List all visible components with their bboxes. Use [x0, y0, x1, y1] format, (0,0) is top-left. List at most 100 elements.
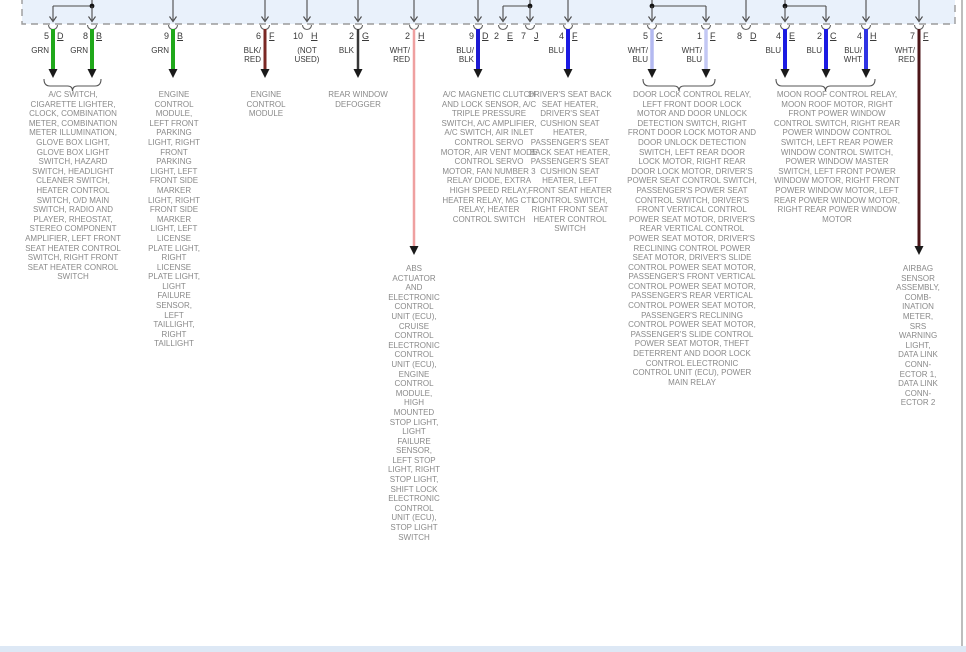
- terminal-arc-icon: [47, 24, 59, 31]
- pin-number: 8: [736, 31, 742, 41]
- arrow-down-icon: [526, 16, 534, 23]
- pin-letter-link[interactable]: F: [923, 31, 929, 41]
- terminal-arc-icon: [562, 24, 574, 31]
- component-list: AIRBAG SENSOR ASSEMBLY, COMB-INATION MET…: [896, 264, 940, 408]
- terminal-arc-icon: [301, 24, 313, 31]
- pin-number: 4: [856, 31, 862, 41]
- wire-color-label: (NOT USED): [294, 46, 320, 64]
- arrow-down-icon: [49, 16, 57, 23]
- pin-number: 10: [292, 31, 303, 41]
- pin-letter-link[interactable]: B: [96, 31, 103, 41]
- wire-color-label: GRN: [31, 46, 49, 55]
- terminal-arc-icon: [779, 24, 791, 31]
- arrow-down-icon: [742, 16, 750, 23]
- group-brace-icon: [775, 78, 876, 92]
- wire-arrowhead-icon: [473, 69, 483, 78]
- pin-letter-link[interactable]: H: [311, 31, 318, 41]
- terminal-arc-icon: [913, 24, 925, 31]
- wire-color-label: WHT/ BLU: [681, 46, 702, 64]
- pin-number: 4: [775, 31, 781, 41]
- wire-arrowhead-icon: [48, 69, 58, 78]
- terminal-arc-icon: [820, 24, 832, 31]
- pin-letter-link[interactable]: F: [572, 31, 578, 41]
- pin-letter-link[interactable]: J: [534, 31, 539, 41]
- terminal-arc-icon: [497, 24, 509, 31]
- component-list: ENGINE CONTROL MODULE: [246, 90, 286, 119]
- component-list: DOOR LOCK CONTROL RELAY, LEFT FRONT DOOR…: [627, 90, 757, 387]
- wire-color-label: WHT/ BLU: [627, 46, 648, 64]
- arrow-down-icon: [303, 16, 311, 23]
- pin-number: 5: [43, 31, 49, 41]
- wire-color-label: BLU: [765, 46, 781, 55]
- pin-letter-link[interactable]: H: [418, 31, 425, 41]
- pin-letter-link[interactable]: B: [177, 31, 184, 41]
- arrow-down-icon: [88, 16, 96, 23]
- arrow-down-icon: [564, 16, 572, 23]
- pin-number: 8: [82, 31, 88, 41]
- wire-arrowhead-icon: [914, 246, 924, 255]
- wire-arrowhead-icon: [168, 69, 178, 78]
- pin-letter-link[interactable]: F: [710, 31, 716, 41]
- terminal-arc-icon: [167, 24, 179, 31]
- pin-number: 6: [255, 31, 261, 41]
- terminal-arc-icon: [740, 24, 752, 31]
- pin-number: 2: [348, 31, 354, 41]
- pin-number: 2: [493, 31, 499, 41]
- pin-letter-link[interactable]: D: [482, 31, 489, 41]
- wire-arrowhead-icon: [563, 69, 573, 78]
- wire-arrowhead-icon: [780, 69, 790, 78]
- pin-letter-link[interactable]: E: [507, 31, 514, 41]
- wire-arrowhead-icon: [87, 69, 97, 78]
- wire-color-label: GRN: [70, 46, 88, 55]
- wire-color-label: BLU: [548, 46, 564, 55]
- pin-letter-link[interactable]: C: [656, 31, 663, 41]
- pin-number: 9: [468, 31, 474, 41]
- terminal-arc-icon: [524, 24, 536, 31]
- pin-letter-link[interactable]: C: [830, 31, 837, 41]
- terminal-arc-icon: [700, 24, 712, 31]
- pin-number: 2: [816, 31, 822, 41]
- pin-number: 2: [404, 31, 410, 41]
- wire-arrowhead-icon: [861, 69, 871, 78]
- component-list: A/C SWITCH, CIGARETTE LIGHTER, CLOCK, CO…: [25, 90, 121, 282]
- pin-letter-link[interactable]: F: [269, 31, 275, 41]
- wire-arrowhead-icon: [260, 69, 270, 78]
- pin-letter-link[interactable]: D: [57, 31, 64, 41]
- group-brace-icon: [43, 78, 102, 92]
- wire-arrowhead-icon: [821, 69, 831, 78]
- terminal-arc-icon: [646, 24, 658, 31]
- horizontal-scrollbar-track[interactable]: [0, 646, 966, 652]
- pin-letter-link[interactable]: D: [750, 31, 757, 41]
- scrollbar-track[interactable]: [961, 0, 963, 652]
- component-list: ABS ACTUATOR AND ELECTRONIC CONTROL UNIT…: [387, 264, 440, 542]
- arrow-down-icon: [702, 16, 710, 23]
- wire-color-label: GRN: [151, 46, 169, 55]
- arrow-down-icon: [261, 16, 269, 23]
- arrow-down-icon: [169, 16, 177, 23]
- component-list: MOON ROOF CONTROL RELAY, MOON ROOF MOTOR…: [773, 90, 901, 224]
- terminal-arc-icon: [352, 24, 364, 31]
- pin-letter-link[interactable]: E: [789, 31, 796, 41]
- wire-color-label: BLU/ BLK: [456, 46, 474, 64]
- wire-arrowhead-icon: [647, 69, 657, 78]
- wire-color-label: BLU/ WHT: [843, 46, 862, 64]
- terminal-arc-icon: [259, 24, 271, 31]
- pin-number: 7: [909, 31, 915, 41]
- terminal-arc-icon: [860, 24, 872, 31]
- wire-arrowhead-icon: [701, 69, 711, 78]
- pin-letter-link[interactable]: G: [362, 31, 370, 41]
- terminal-arc-icon: [86, 24, 98, 31]
- connector-box: [21, 0, 956, 25]
- wire-color-label: BLU: [806, 46, 822, 55]
- wire-color-label: WHT/ RED: [389, 46, 410, 64]
- arrow-down-icon: [822, 16, 830, 23]
- pin-letter-link[interactable]: H: [870, 31, 877, 41]
- pin-number: 7: [520, 31, 526, 41]
- component-list: A/C MAGNETIC CLUTCH AND LOCK SENSOR, A/C…: [440, 90, 538, 224]
- group-brace-icon: [642, 78, 716, 92]
- component-list: ENGINE CONTROL MODULE, LEFT FRONT PARKIN…: [147, 90, 200, 349]
- arrow-down-icon: [915, 16, 923, 23]
- component-list: DRIVER'S SEAT BACK SEAT HEATER, DRIVER'S…: [528, 90, 612, 234]
- arrow-down-icon: [499, 16, 507, 23]
